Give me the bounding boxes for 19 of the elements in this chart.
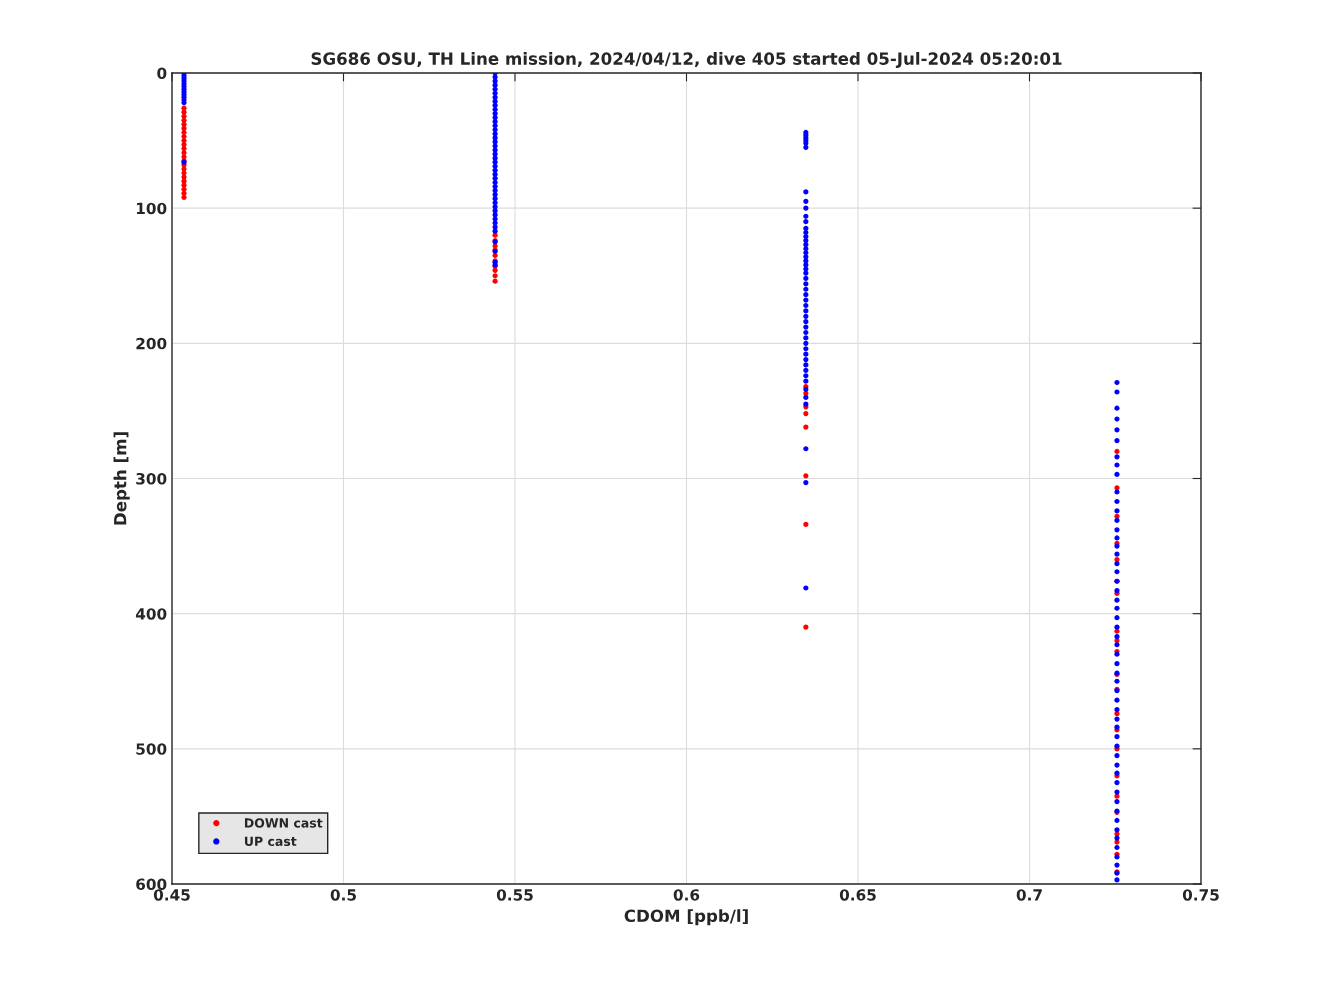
x-tick-label: 0.65 [839,889,876,901]
x-axis-title: CDOM [ppb/l] [624,909,748,926]
y-axis-title: Depth [m] [113,432,130,525]
y-tick-label: 100 [136,202,167,215]
legend-label: UP cast [244,836,297,846]
y-tick-label: 500 [136,743,167,755]
y-tick-label: 0 [157,67,167,80]
x-tick-label: 0.75 [1182,889,1219,901]
x-tick-label: 0.6 [673,889,700,901]
x-tick-label: 0.7 [1016,889,1042,901]
y-tick-label: 200 [136,337,167,350]
chart-title: SG686 OSU, TH Line mission, 2024/04/12, dive 405 started 05-Jul-2024 05:20:01 [311,52,1062,68]
legend-label: DOWN cast [244,818,323,828]
x-tick-label: 0.45 [153,889,190,901]
x-tick-label: 0.5 [330,889,356,901]
y-tick-label: 300 [136,472,167,485]
y-tick-label: 400 [135,608,167,620]
x-tick-label: 0.55 [496,889,533,901]
y-tick-label: 600 [136,878,167,891]
